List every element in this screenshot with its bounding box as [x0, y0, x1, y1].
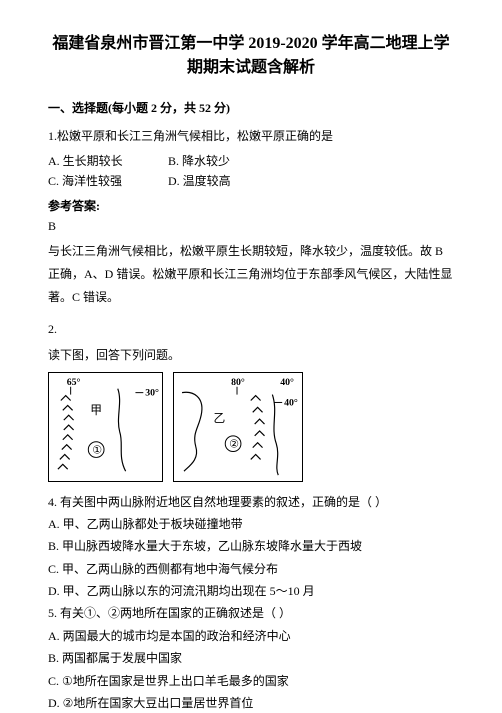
q2-number: 2. — [48, 319, 454, 339]
diagram-map-1: 65° 30° 甲 ① — [48, 372, 163, 482]
d2-lon-right: 40° — [280, 376, 294, 387]
d1-label-1: ① — [92, 444, 102, 456]
q2-sub4-c: C. 甲、乙两山脉的西侧都有地中海气候分布 — [48, 559, 454, 579]
q1-options-row2: C. 海洋性较强 D. 温度较高 — [48, 171, 454, 191]
q2-sub4-b: B. 甲山脉西坡降水量大于东坡，乙山脉东坡降水量大于西坡 — [48, 536, 454, 556]
d2-label-yi: 乙 — [213, 412, 225, 425]
q2-sub5-c: C. ①地所在国家是世界上出口羊毛最多的国家 — [48, 671, 454, 691]
q1-option-c: C. 海洋性较强 — [48, 171, 168, 191]
d1-label-jia: 甲 — [90, 404, 102, 417]
diagram-container: 65° 30° 甲 ① 80° 40° 40° 乙 ② — [48, 372, 454, 482]
d2-lat: 40° — [284, 397, 298, 408]
q1-option-a: A. 生长期较长 — [48, 151, 168, 171]
d1-lon-right: 30° — [145, 387, 159, 398]
q2-sub5-prompt: 5. 有关①、②两地所在国家的正确叙述是（ ） — [48, 603, 454, 623]
section-header: 一、选择题(每小题 2 分，共 52 分) — [48, 98, 454, 118]
d1-lon-left: 65° — [67, 376, 81, 387]
q1-answer-value: B — [48, 216, 454, 236]
d2-label-2: ② — [229, 438, 239, 450]
q2-sub5-b: B. 两国都属于发展中国家 — [48, 648, 454, 668]
q1-explanation: 与长江三角洲气候相比，松嫩平原生长期较短，降水较少，温度较低。故 B 正确，A、… — [48, 240, 454, 308]
q1-prompt: 1.松嫩平原和长江三角洲气候相比，松嫩平原正确的是 — [48, 126, 454, 146]
q1-options-row1: A. 生长期较长 B. 降水较少 — [48, 151, 454, 171]
q2-sub5-d: D. ②地所在国家大豆出口量居世界首位 — [48, 693, 454, 713]
q2-sub4-a: A. 甲、乙两山脉都处于板块碰撞地带 — [48, 514, 454, 534]
q2-sub5-a: A. 两国最大的城市均是本国的政治和经济中心 — [48, 626, 454, 646]
d2-lon-left: 80° — [231, 376, 245, 387]
q2-intro: 读下图，回答下列问题。 — [48, 345, 454, 365]
q1-option-b: B. 降水较少 — [168, 151, 288, 171]
q1-answer-label: 参考答案: — [48, 196, 454, 216]
q1-option-d: D. 温度较高 — [168, 171, 288, 191]
q2-sub4-prompt: 4. 有关图中两山脉附近地区自然地理要素的叙述，正确的是（ ） — [48, 492, 454, 512]
diagram-map-2: 80° 40° 40° 乙 ② — [173, 372, 303, 482]
q2-sub4-d: D. 甲、乙两山脉以东的河流汛期均出现在 5～10 月 — [48, 581, 454, 601]
page-title: 福建省泉州市晋江第一中学 2019-2020 学年高二地理上学期期末试题含解析 — [48, 32, 454, 80]
